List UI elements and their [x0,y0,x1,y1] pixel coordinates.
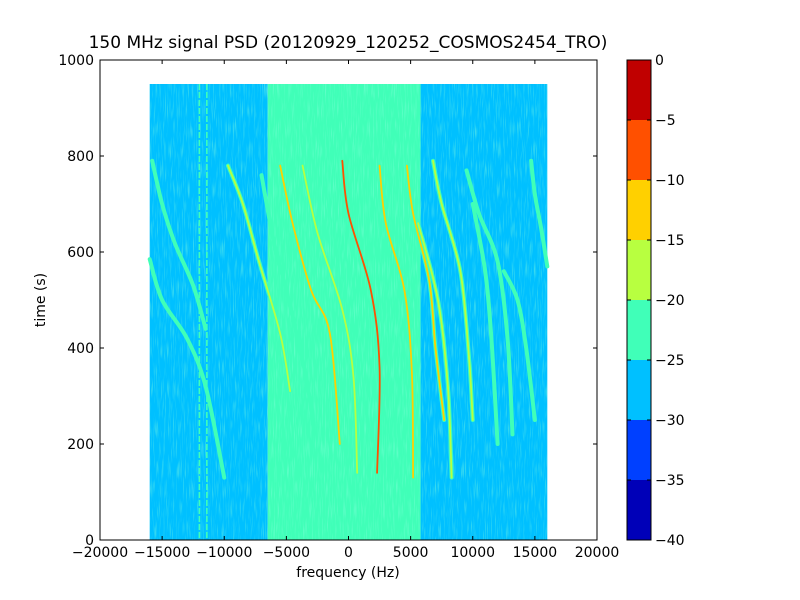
signal-trace-1 [148,258,226,479]
signal-trace-12 [465,169,514,436]
x-axis-label: frequency (Hz) [296,565,399,581]
signal-trace-13 [471,203,499,445]
x-tick-label: −20000 [72,545,128,561]
colorbar-band-7 [627,120,651,180]
y-tick-label: 200 [67,437,94,453]
y-tick-label: 1000 [58,53,94,69]
colorbar-band-3 [627,360,651,420]
colorbar-band-1 [627,480,651,540]
x-tick-label: 0 [344,545,353,561]
signal-trace-7 [341,159,381,474]
colorbar-band-6 [627,180,651,240]
x-tick-label: −15000 [134,545,190,561]
colorbar-tick-label: −10 [655,173,685,189]
x-tick-label: 10000 [450,545,495,561]
signal-traces [147,158,550,480]
x-tick-label: 5000 [393,545,429,561]
colorbar-tick-label: −40 [655,533,685,549]
y-tick-label: 800 [67,149,94,165]
colorbar-band-5 [627,240,651,300]
heatmap-layer [149,84,548,540]
y-axis-label: time (s) [33,273,49,327]
signal-trace-8 [378,164,415,479]
colorbar-tick-label: −5 [655,113,676,129]
x-tick-label: −5000 [263,545,310,561]
colorbar-band-4 [627,300,651,360]
signal-trace-5 [279,164,341,445]
colorbar-band-8 [627,60,651,120]
signal-trace-2 [151,159,207,330]
colorbar-tick-label: −30 [655,413,685,429]
x-tick-label: 20000 [575,545,620,561]
y-tick-label: 0 [85,533,94,549]
x-axis: −20000 −15000 −10000 −5000 0 5000 10000 15000 20… [72,60,619,561]
colorbar-band-2 [627,420,651,480]
y-axis: 0 200 400 600 800 1000 [58,53,597,549]
colorbar-ticks: 0 −5 −10 −15 −20 −25 −30 −35 −40 [627,53,685,549]
y-tick-label: 600 [67,245,94,261]
colorbar-tick-label: −35 [655,473,685,489]
x-tick-label: −10000 [196,545,252,561]
signal-trace-9 [405,164,446,421]
colorbar-tick-label: −25 [655,353,685,369]
signal-trace-6 [301,164,359,474]
colorbar-tick-label: −20 [655,293,685,309]
signal-trace-14 [502,270,536,421]
signal-trace-3 [227,164,292,393]
signal-trace-4 [260,174,315,426]
signal-trace-11 [432,159,474,421]
y-tick-label: 400 [67,341,94,357]
signal-trace-15 [530,159,549,268]
colorbar-tick-label: −15 [655,233,685,249]
signal-trace-10 [417,222,453,479]
colorbar-tick-label: 0 [655,53,664,69]
colorbar-bands [627,60,651,540]
x-tick-label: 15000 [513,545,558,561]
chart-title: 150 MHz signal PSD (20120929_120252_COSM… [89,33,608,53]
colorbar: 0 −5 −10 −15 −20 −25 −30 −35 −40 [626,53,685,549]
heatmap-noise-texture [149,84,548,540]
plot-area: −20000 −15000 −10000 −5000 0 5000 10000 15000 20… [58,53,619,561]
